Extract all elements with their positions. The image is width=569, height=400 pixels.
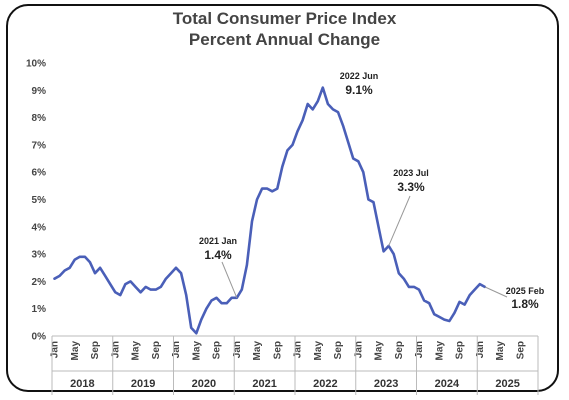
x-month-tick-label: Jan [293,341,304,358]
x-year-label: 2025 [495,378,519,390]
x-month-tick-label: Sep [212,341,223,359]
annotation-date-label: 2022 Jun [340,71,379,81]
x-month-tick-label: Jan [353,341,364,358]
y-tick-label: 0% [32,332,47,343]
y-tick-label: 7% [32,140,47,151]
x-month-tick-label: Jan [475,341,486,358]
y-tick-label: 8% [32,113,47,124]
axes-layer: 0% 1% 2% 3% 4% 5% 6% 7% 8% 9% 10% Jan May Sep Jan May Se… [26,59,539,395]
x-year-label: 2023 [374,378,398,390]
x-month-tick-label: Jan [232,341,243,358]
x-year-label: 2021 [252,378,276,390]
x-month-tick-label: Sep [455,341,466,359]
y-tick-label: 5% [32,195,47,206]
cpi-series-line [53,86,487,335]
y-tick-label: 3% [32,250,47,261]
x-month-tick-label: Jan [50,341,61,358]
y-tick-label: 1% [32,304,47,315]
annotation-value-label: 9.1% [345,83,373,97]
x-month-tick-label: May [252,341,263,361]
annotation-layer: 2021 Jan 1.4% 2022 Jun 9.1% 2023 Jul 3.3% 2025… [199,71,545,311]
x-month-tick-label: Sep [90,341,101,359]
x-month-tick-label: Sep [515,341,526,359]
y-tick-label: 4% [32,222,47,233]
annotation-value-label: 1.4% [204,248,232,262]
annotation-date-label: 2025 Feb [506,286,545,296]
annotation-leader-line [388,195,411,247]
y-tick-label: 2% [32,277,47,288]
x-month-tick-label: Sep [333,341,344,359]
x-year-label: 2019 [131,378,155,390]
x-month-tick-label: Jan [110,341,121,358]
x-month-tick-label: Sep [151,341,162,359]
x-month-tick-label: May [313,341,324,361]
x-month-tick-label: May [131,341,142,361]
x-month-tick-label: May [495,341,506,361]
x-year-label: 2024 [435,378,460,390]
x-month-tick-label: May [374,341,385,361]
annotation-date-label: 2023 Jul [393,168,429,178]
series-layer [53,86,487,335]
chart-title-line1: Total Consumer Price Index [172,9,397,28]
annotation-value-label: 1.8% [511,297,539,311]
chart-frame [6,4,559,392]
x-month-tick-label: May [70,341,81,361]
y-tick-label: 6% [32,168,47,179]
x-year-label: 2020 [192,378,216,390]
x-month-tick-label: May [434,341,445,361]
x-month-tick-label: Sep [394,341,405,359]
chart-subtitle: Percent Annual Change [188,30,381,49]
y-tick-label: 9% [32,86,47,97]
annotation-date-label: 2021 Jan [199,236,237,246]
x-year-label: 2018 [70,378,94,390]
annotation-leader-line [221,261,238,298]
x-month-tick-label: May [191,341,202,361]
x-month-tick-label: Jan [414,341,425,358]
x-year-label: 2022 [313,378,337,390]
chart-title: Total Consumer Price Index Percent Annua… [0,8,569,50]
annotation-leader-line [484,286,508,298]
annotation-value-label: 3.3% [397,180,425,194]
x-month-tick-label: Sep [272,341,283,359]
y-tick-label: 10% [26,59,46,70]
x-month-tick-label: Jan [171,341,182,358]
